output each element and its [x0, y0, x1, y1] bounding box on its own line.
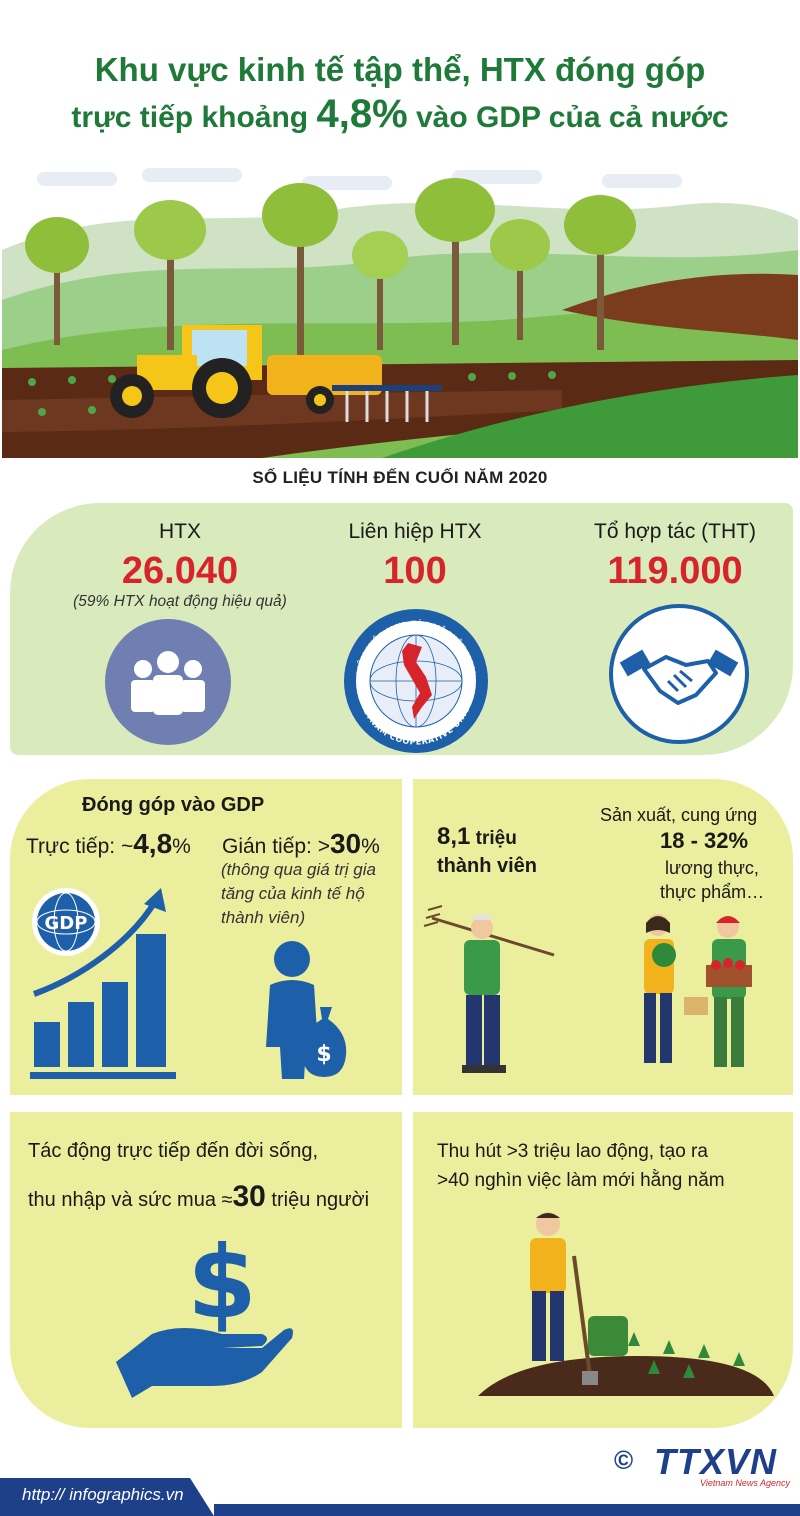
members-value: 8,1 — [437, 823, 471, 850]
members-label: thành viên — [437, 855, 538, 877]
life-line-2-pre: thu nhập và sức mua ≈ — [28, 1189, 233, 1211]
gdp-heading: Đóng góp vào GDP — [82, 794, 265, 816]
stat-label-htx: HTX — [159, 520, 201, 543]
person-money-bag-icon: $ — [266, 941, 347, 1079]
life-line-2-post: triệu người — [265, 1189, 370, 1211]
footer-bar — [0, 1478, 800, 1516]
gdp-direct-value: 4,8 — [133, 828, 173, 859]
supply-line-1: Sản xuất, cung ứng — [600, 805, 758, 825]
farm-tractor-illustration — [2, 160, 798, 458]
members-unit: triệu — [470, 828, 517, 849]
page-title: Khu vực kinh tế tập thể, HTX đóng góp tr… — [0, 48, 800, 140]
gdp-direct-unit: % — [172, 835, 191, 858]
title-line-1: Khu vực kinh tế tập thể, HTX đóng góp — [94, 51, 706, 88]
title-line-2-pre: trực tiếp khoảng — [71, 101, 317, 134]
ttxvn-logo-subtitle: Vietnam News Agency — [700, 1478, 791, 1488]
stat-value-tht: 119.000 — [607, 550, 743, 592]
vietnam-cooperative-union-logo: LIÊN HIỆP HỢP TÁC XÃ VIỆT NAM VIETNAM CO… — [344, 609, 488, 753]
gdp-direct: Trực tiếp: ~4,8% — [26, 828, 191, 860]
life-line-2: thu nhập và sức mua ≈30 triệu người — [28, 1180, 369, 1214]
life-line-1: Tác động trực tiếp đến đời sống, — [28, 1140, 318, 1162]
title-highlight-number: 4,8% — [316, 92, 408, 136]
svg-text:$: $ — [187, 1224, 257, 1341]
handshake-icon — [609, 604, 749, 744]
hand-dollar-icon: $ — [116, 1224, 293, 1398]
data-date-heading: SỐ LIỆU TÍNH ĐẾN CUỐI NĂM 2020 — [252, 468, 548, 487]
ttxvn-logo: TTXVN — [654, 1441, 778, 1482]
people-icon — [105, 619, 231, 745]
footer-url[interactable]: http:// infographics.vn — [22, 1485, 184, 1504]
life-highlight-number: 30 — [232, 1180, 266, 1213]
supply-line-3: lương thực, — [665, 858, 759, 878]
farmer-planting-icon — [478, 1212, 774, 1396]
gdp-direct-label: Trực tiếp: ~ — [26, 835, 134, 858]
members-count: 8,1 triệu — [437, 823, 517, 851]
stat-value-htx: 26.040 — [121, 550, 239, 592]
jobs-line-1: Thu hút >3 triệu lao động, tạo ra — [437, 1141, 708, 1162]
jobs-line-2: >40 nghìn việc làm mới hằng năm — [437, 1170, 725, 1191]
farmer-pitchfork-icon — [423, 905, 555, 1073]
farmers-produce-icon — [644, 914, 752, 1067]
tractor-icon — [110, 325, 442, 422]
stat-label-tht: Tổ hợp tác (THT) — [594, 520, 756, 543]
stat-note-htx: (59% HTX hoạt động hiệu quả) — [73, 593, 287, 610]
gdp-badge-text: GDP — [45, 913, 88, 934]
title-line-2-post: vào GDP của cả nước — [407, 101, 729, 134]
gdp-indirect: Gián tiếp: >30% — [222, 828, 380, 860]
stat-label-union: Liên hiệp HTX — [348, 520, 482, 543]
gdp-indirect-unit: % — [361, 835, 380, 858]
gdp-indirect-label: Gián tiếp: > — [222, 835, 330, 858]
tree-icon — [25, 178, 636, 360]
stat-value-union: 100 — [383, 550, 447, 592]
growth-chart-icon: GDP — [30, 888, 176, 1079]
svg-text:$: $ — [316, 1042, 331, 1067]
cloud-icon — [37, 168, 682, 190]
supply-line-4: thực phẩm… — [660, 882, 765, 902]
supply-value: 18 - 32% — [660, 828, 749, 853]
gdp-indirect-note: (thông qua giá trị gia tăng của kinh tế … — [221, 860, 376, 927]
copyright-icon: © — [614, 1445, 634, 1475]
title-line-2: trực tiếp khoảng 4,8% vào GDP của cả nướ… — [0, 92, 800, 140]
gdp-indirect-value: 30 — [329, 828, 362, 859]
